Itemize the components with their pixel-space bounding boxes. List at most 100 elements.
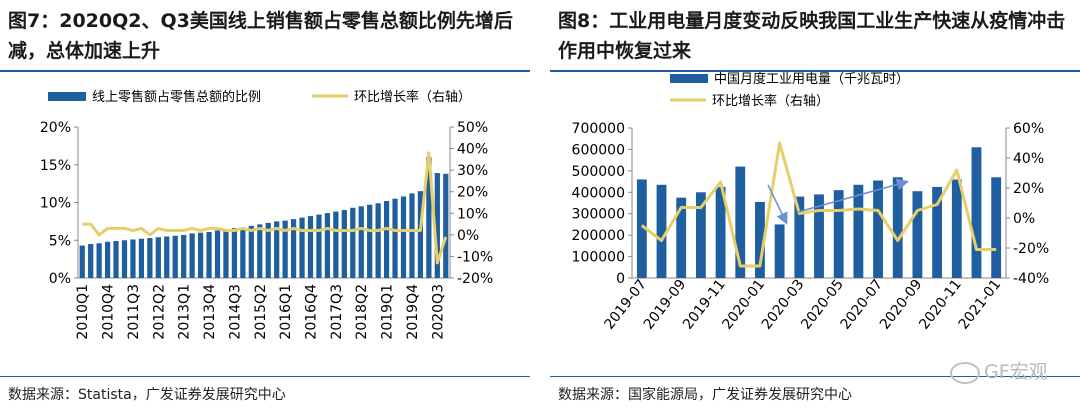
bar [197, 232, 204, 278]
left-y-tick-label: 10% [40, 196, 71, 212]
left-source-note: 数据来源：Statista，广发证券发展研究中心 [8, 387, 286, 403]
bar [214, 230, 221, 278]
bar [853, 184, 864, 278]
right-y-tick-label: 40% [1013, 151, 1044, 167]
bar [794, 196, 805, 278]
bar [400, 196, 407, 278]
left-y-tick-label: 0 [616, 271, 625, 287]
bar [290, 219, 297, 278]
x-tick-label: 2014Q3 [227, 284, 243, 340]
bar [240, 227, 246, 278]
x-tick-label: 2017Q3 [329, 284, 345, 340]
growth-line [82, 151, 448, 265]
bar [951, 179, 962, 278]
right-title-rule [550, 70, 1080, 72]
bar [79, 245, 85, 278]
bar [155, 237, 161, 278]
left-y-tick-label: 20% [40, 120, 71, 136]
bar [138, 238, 145, 278]
left-y-tick-label: 5% [49, 233, 71, 249]
bar [324, 213, 331, 278]
bar [375, 203, 381, 278]
right-y-tick-label: 40% [457, 142, 488, 158]
bar [383, 200, 390, 278]
right-y-tick-label: -20% [457, 271, 493, 287]
x-tick-label: 2019Q4 [405, 284, 421, 340]
bar [181, 234, 187, 278]
left-y-tick-label: 500000 [572, 164, 625, 180]
x-tick-label: 2012Q2 [151, 284, 167, 340]
annotation-arrow-up [797, 178, 909, 213]
bar [164, 236, 170, 278]
right-y-tick-label: 50% [457, 120, 488, 136]
x-tick-label: 2020Q3 [430, 284, 446, 340]
bar [367, 204, 373, 278]
left-figure-title: 图7：2020Q2、Q3美国线上销售额占零售总额比例先增后减，总体加速上升 [8, 10, 513, 62]
watermark-text: GF宏观 [984, 361, 1048, 383]
bar [991, 177, 1002, 278]
bar [147, 237, 153, 278]
bar [971, 147, 982, 278]
bar [735, 166, 746, 278]
bar [130, 239, 136, 278]
bar [274, 221, 280, 278]
x-tick-label: 2018Q2 [354, 284, 370, 340]
left-figure-panel: 图7：2020Q2、Q3美国线上销售额占零售总额比例先增后减，总体加速上升 线上… [0, 0, 530, 414]
left-y-tick-label: 300000 [572, 207, 625, 223]
bar [104, 241, 111, 278]
right-chart: 中国月度工业用电量（千兆瓦时） 环比增长率（右轴） 0 100000 200000 300… [572, 71, 1050, 333]
bar [774, 224, 785, 278]
bar [265, 222, 271, 278]
bar [257, 224, 263, 278]
left-title-rule [0, 70, 530, 72]
left-chart: 线上零售额占零售总额的比例 环比增长率（右轴） 0% 5% 10% 15% 20% -20% -… [40, 89, 493, 340]
legend-label-line: 环比增长率（右轴） [712, 93, 829, 109]
x-tick-label: 2019Q1 [380, 284, 396, 340]
right-source-rule [550, 376, 1080, 377]
bar [932, 186, 943, 278]
x-tick-label: 2016Q1 [278, 284, 294, 340]
bar [892, 177, 903, 278]
legend-label-line: 环比增长率（右轴） [354, 89, 471, 105]
left-y-tick-label: 600000 [572, 142, 625, 158]
bar [96, 243, 102, 278]
bar [113, 241, 119, 278]
bar [656, 184, 667, 278]
right-y-tick-label: 0% [457, 228, 479, 244]
right-y-tick-label: -10% [457, 249, 493, 265]
annotation-arrow-down [767, 184, 788, 225]
bar [299, 217, 305, 278]
left-y-tick-label: 400000 [572, 185, 625, 201]
bar [755, 201, 765, 278]
x-tick-label: 2015Q2 [253, 284, 269, 340]
bar [434, 173, 440, 278]
bar [121, 240, 128, 278]
right-y-tick-label: -40% [1013, 271, 1049, 287]
left-y-tick-label: 0% [49, 271, 71, 287]
bar [316, 214, 322, 278]
bar [172, 235, 178, 278]
left-y-tick-label: 100000 [572, 250, 625, 266]
bar [833, 190, 844, 278]
watermark: GF宏观 [950, 357, 1048, 384]
bar [248, 225, 254, 278]
bar [814, 194, 824, 278]
legend-label-bar: 线上零售额占零售总额的比例 [92, 89, 261, 105]
bar [333, 211, 339, 278]
bar [715, 186, 726, 278]
bar [695, 192, 706, 278]
bar [676, 197, 687, 278]
right-y-tick-label: 0% [1013, 211, 1035, 227]
right-figure-title: 图8：工业用电量月度变动反映我国工业生产快速从疫情冲击作用中恢复过来 [558, 10, 1066, 62]
x-tick-label: 2016Q4 [304, 284, 320, 340]
left-y-tick-label: 200000 [572, 228, 625, 244]
x-tick-label: 2011Q3 [126, 284, 142, 340]
bar [206, 231, 212, 278]
bar [350, 207, 356, 278]
right-y-tick-label: 30% [457, 163, 488, 179]
bar [443, 173, 449, 278]
x-tick-label: 2013Q4 [202, 284, 218, 340]
x-tick-label: 2010Q4 [101, 284, 117, 340]
bar [358, 206, 364, 278]
right-y-tick-label: 60% [1013, 121, 1044, 137]
